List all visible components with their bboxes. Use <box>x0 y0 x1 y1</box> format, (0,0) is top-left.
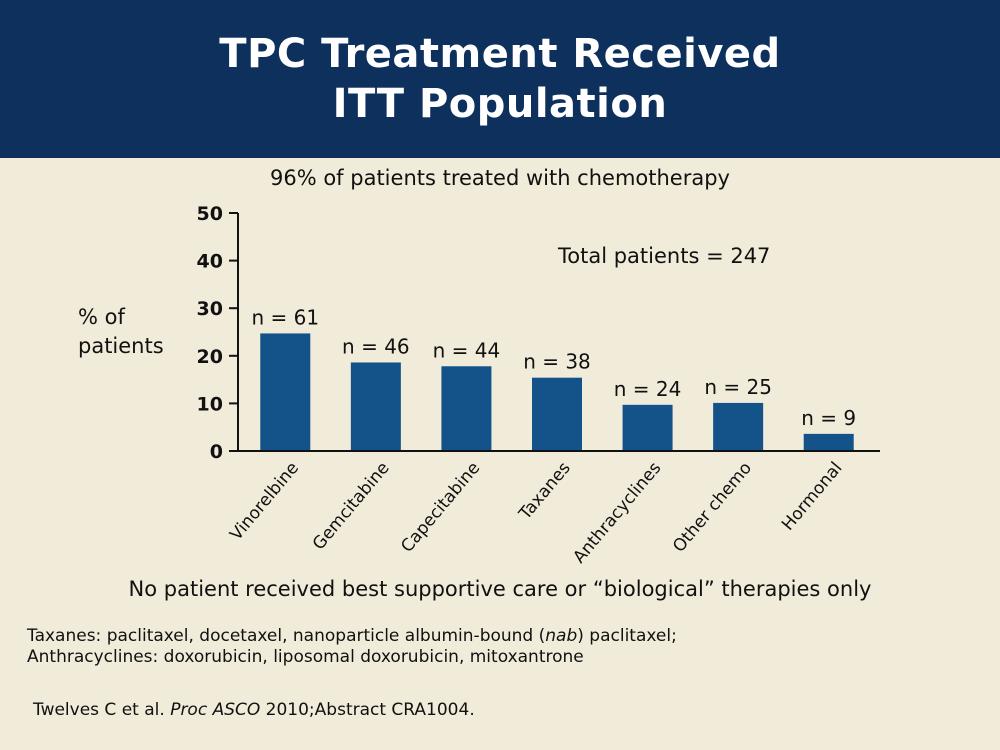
bar-anthracyclines <box>622 404 673 451</box>
bars <box>260 333 854 451</box>
footnote-taxanes-text: Taxanes: paclitaxel, docetaxel, nanopart… <box>27 626 546 646</box>
slide-title-line-2: ITT Population <box>332 81 668 127</box>
footnote-nab: nab <box>545 626 578 646</box>
data-label: n = 24 <box>614 377 682 401</box>
x-tick-label: Vinorelbine <box>226 458 303 544</box>
y-tick-label: 40 <box>197 251 223 273</box>
data-label: n = 44 <box>433 338 501 362</box>
y-axis-label-line-2: patients <box>78 334 164 358</box>
data-label: n = 61 <box>251 305 319 329</box>
data-label: n = 9 <box>801 406 856 430</box>
footnote: Taxanes: paclitaxel, docetaxel, nanopart… <box>27 626 677 668</box>
footnote-anthracyclines: Anthracyclines: doxorubicin, liposomal d… <box>27 647 584 667</box>
chart-subtitle: 96% of patients treated with chemotherap… <box>269 166 730 190</box>
bar-gemcitabine <box>350 362 401 451</box>
bar-other-chemo <box>713 402 764 451</box>
therapy-note: No patient received best supportive care… <box>128 577 872 601</box>
citation-authors: Twelves C et al. <box>33 700 171 720</box>
y-tick-label: 20 <box>197 346 223 368</box>
bar-vinorelbine <box>260 333 311 451</box>
citation: Twelves C et al. Proc ASCO 2010;Abstract… <box>33 700 475 720</box>
footnote-taxanes-end: ) paclitaxel; <box>577 626 677 646</box>
title-banner: TPC Treatment Received ITT Population <box>0 0 1000 158</box>
data-label: n = 38 <box>523 350 591 374</box>
total-patients-annotation: Total patients = 247 <box>557 244 770 268</box>
bar-hormonal <box>803 433 854 451</box>
y-tick-label: 30 <box>197 298 223 320</box>
bar-taxanes <box>532 377 582 451</box>
x-tick-label: Hormonal <box>778 458 847 534</box>
data-label: n = 25 <box>704 375 772 399</box>
x-tick-label: Taxanes <box>515 458 575 524</box>
x-tick-label: Capecitabine <box>397 458 484 556</box>
y-tick-label: 10 <box>197 393 223 415</box>
x-tick-label: Anthracyclines <box>569 458 665 567</box>
y-tick-label: 0 <box>210 441 223 463</box>
bar-capecitabine <box>441 366 492 451</box>
footnote-taxanes: Taxanes: paclitaxel, docetaxel, nanopart… <box>27 626 677 647</box>
data-label: n = 46 <box>342 334 410 358</box>
y-tick-label: 50 <box>197 203 223 225</box>
y-axis-label-line-1: % of <box>78 305 125 329</box>
slide-title-line-1: TPC Treatment Received <box>219 31 781 77</box>
x-tick-label: Other chemo <box>669 458 756 556</box>
citation-journal: Proc ASCO <box>170 700 261 720</box>
x-axis-labels: Vinorelbine Gemcitabine Capecitabine Taxane… <box>226 458 846 567</box>
x-tick-label: Gemcitabine <box>309 458 394 554</box>
y-axis-ticks: 0 10 20 30 40 50 <box>197 203 238 463</box>
data-labels: n = 61 n = 46 n = 44 n = 38 n = 24 n = 25 n = … <box>251 305 856 429</box>
citation-details: 2010;Abstract CRA1004. <box>260 700 475 720</box>
